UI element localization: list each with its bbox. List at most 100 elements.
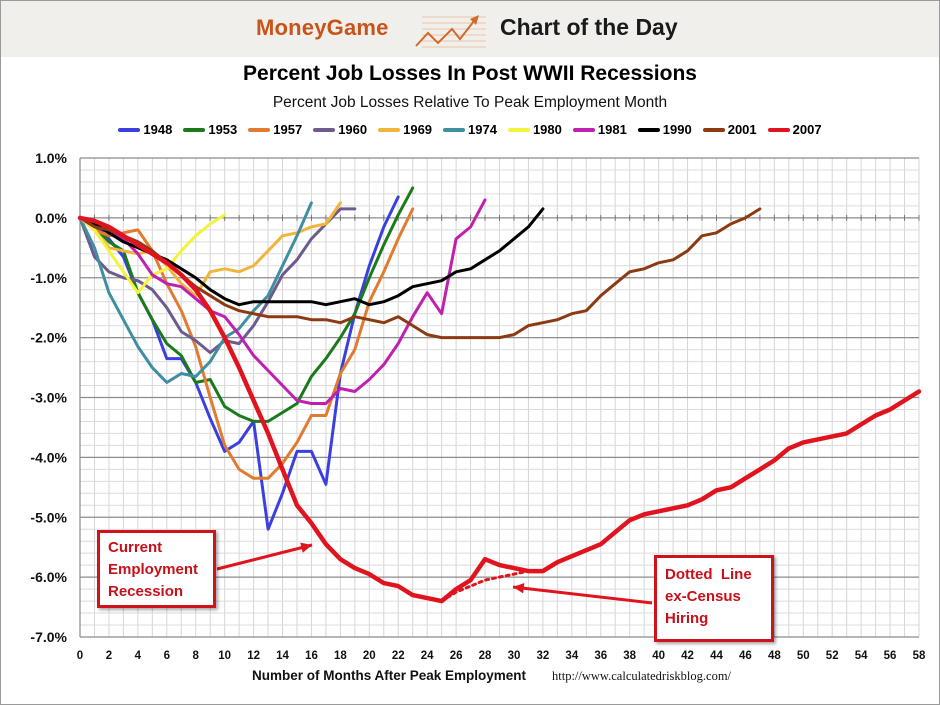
x-tick-label: 56 [884, 650, 897, 662]
legend-swatch [118, 127, 141, 132]
y-tick-label: -6.0% [30, 569, 67, 585]
y-tick-label: 1.0% [35, 150, 67, 166]
y-tick-label: -5.0% [30, 509, 67, 525]
source-url: http://www.calculatedriskblog.com/ [552, 669, 732, 683]
x-tick-label: 52 [826, 650, 839, 662]
legend-label: 2007 [792, 122, 822, 137]
legend-label: 1953 [208, 122, 238, 137]
legend-swatch [378, 127, 401, 132]
x-tick-label: 26 [450, 650, 463, 662]
legend-swatch [507, 127, 530, 132]
x-tick-label: 30 [508, 650, 521, 662]
x-tick-label: 32 [536, 650, 549, 662]
legend-label: 1948 [143, 122, 173, 137]
legend-label: 2001 [727, 122, 757, 137]
x-tick-label: 38 [623, 650, 636, 662]
x-tick-label: 8 [193, 650, 200, 662]
x-tick-label: 42 [681, 650, 694, 662]
callout-line: Hiring [665, 610, 709, 627]
legend-label: 1974 [468, 122, 497, 137]
callout-current-recession: Current Employment Recession [97, 530, 216, 608]
series-line-1960 [78, 207, 357, 355]
x-tick-label: 36 [594, 650, 607, 662]
series-line-1957 [78, 207, 415, 480]
x-tick-label: 28 [479, 650, 492, 662]
rising-chart-arrow-icon [415, 15, 486, 48]
series-line-1981 [78, 198, 487, 405]
x-tick-label: 24 [421, 650, 434, 662]
x-tick-label: 50 [797, 650, 810, 662]
legend-item: 2001 [702, 122, 757, 137]
legend-swatch [443, 127, 466, 132]
legend-label: 1957 [273, 122, 303, 137]
legend-label: 1969 [403, 122, 433, 137]
arrow-to-current-recession [216, 543, 313, 571]
x-tick-label: 18 [334, 650, 347, 662]
legend-label: 1960 [338, 122, 368, 137]
x-tick-label: 12 [247, 650, 260, 662]
x-tick-label: 40 [652, 650, 665, 662]
callout-line: Recession [108, 583, 184, 600]
x-tick-label: 16 [305, 650, 318, 662]
legend-item: 2007 [767, 122, 822, 137]
callout-line: Employment [108, 561, 199, 578]
legend-swatch [248, 127, 271, 132]
y-tick-label: -1.0% [30, 270, 67, 286]
callout-line: Dotted Line [665, 566, 752, 583]
x-tick-label: 48 [768, 650, 781, 662]
section-title: Chart of the Day [500, 14, 678, 40]
series-line-1974 [78, 201, 313, 384]
x-tick-label: 44 [710, 650, 723, 662]
legend-item: 1969 [378, 122, 432, 137]
legend-item: 1981 [572, 122, 627, 137]
series-line-2007-ex-census [440, 569, 545, 603]
x-tick-label: 4 [135, 650, 142, 662]
callout-arrows [216, 542, 653, 605]
legend-swatch [637, 127, 660, 132]
y-tick-label: -4.0% [30, 449, 67, 465]
legend-label: 1990 [662, 122, 692, 137]
legend-item: 1974 [443, 122, 497, 137]
legend-swatch [702, 127, 725, 132]
arrow-to-dotted-line-head [513, 583, 525, 594]
series-lines [77, 186, 922, 604]
legend-item: 1980 [507, 122, 562, 137]
legend-item: 1953 [183, 122, 237, 137]
x-tick-label: 10 [218, 650, 231, 662]
y-tick-label: -3.0% [30, 390, 67, 406]
legend-swatch [572, 127, 595, 132]
x-tick-label: 22 [392, 650, 405, 662]
arrow-to-current-recession-head [300, 542, 312, 553]
y-tick-label: 0.0% [35, 210, 67, 226]
x-tick-label: 46 [739, 650, 752, 662]
brand-name: MoneyGame [256, 15, 389, 40]
x-tick-label: 2 [106, 650, 112, 662]
x-tick-label: 34 [565, 650, 578, 662]
callout-dotted-line: Dotted Line ex-Census Hiring [654, 555, 774, 642]
x-tick-label: 14 [276, 650, 289, 662]
legend-item: 1948 [118, 122, 172, 137]
legend-label: 1981 [597, 122, 627, 137]
callout-line: ex-Census [665, 588, 741, 605]
legend-item: 1960 [313, 122, 367, 137]
chart-title: Percent Job Losses In Post WWII Recessio… [243, 62, 697, 85]
y-tick-label: -7.0% [30, 629, 67, 645]
legend-swatch [767, 127, 790, 132]
arrow-to-dotted-line [512, 585, 653, 605]
legend-swatch [313, 127, 336, 132]
chart-subtitle: Percent Job Losses Relative To Peak Empl… [272, 94, 668, 111]
x-tick-label: 58 [913, 650, 926, 662]
legend-item: 1957 [248, 122, 302, 137]
y-tick-label: -2.0% [30, 330, 67, 346]
series-line-1953 [78, 186, 415, 423]
legend-item: 1990 [637, 122, 692, 137]
x-tick-label: 6 [164, 650, 170, 662]
x-axis-label: Number of Months After Peak Employment [252, 668, 527, 683]
legend-label: 1980 [532, 122, 562, 137]
legend: 1948 1953 1957 1960 1969 1974 1980 1981 1990 2001… [0, 122, 940, 137]
banner: MoneyGame Chart of the Day [1, 1, 939, 57]
x-tick-label: 20 [363, 650, 376, 662]
legend-swatch [183, 127, 206, 132]
callout-line: Current [108, 539, 163, 556]
